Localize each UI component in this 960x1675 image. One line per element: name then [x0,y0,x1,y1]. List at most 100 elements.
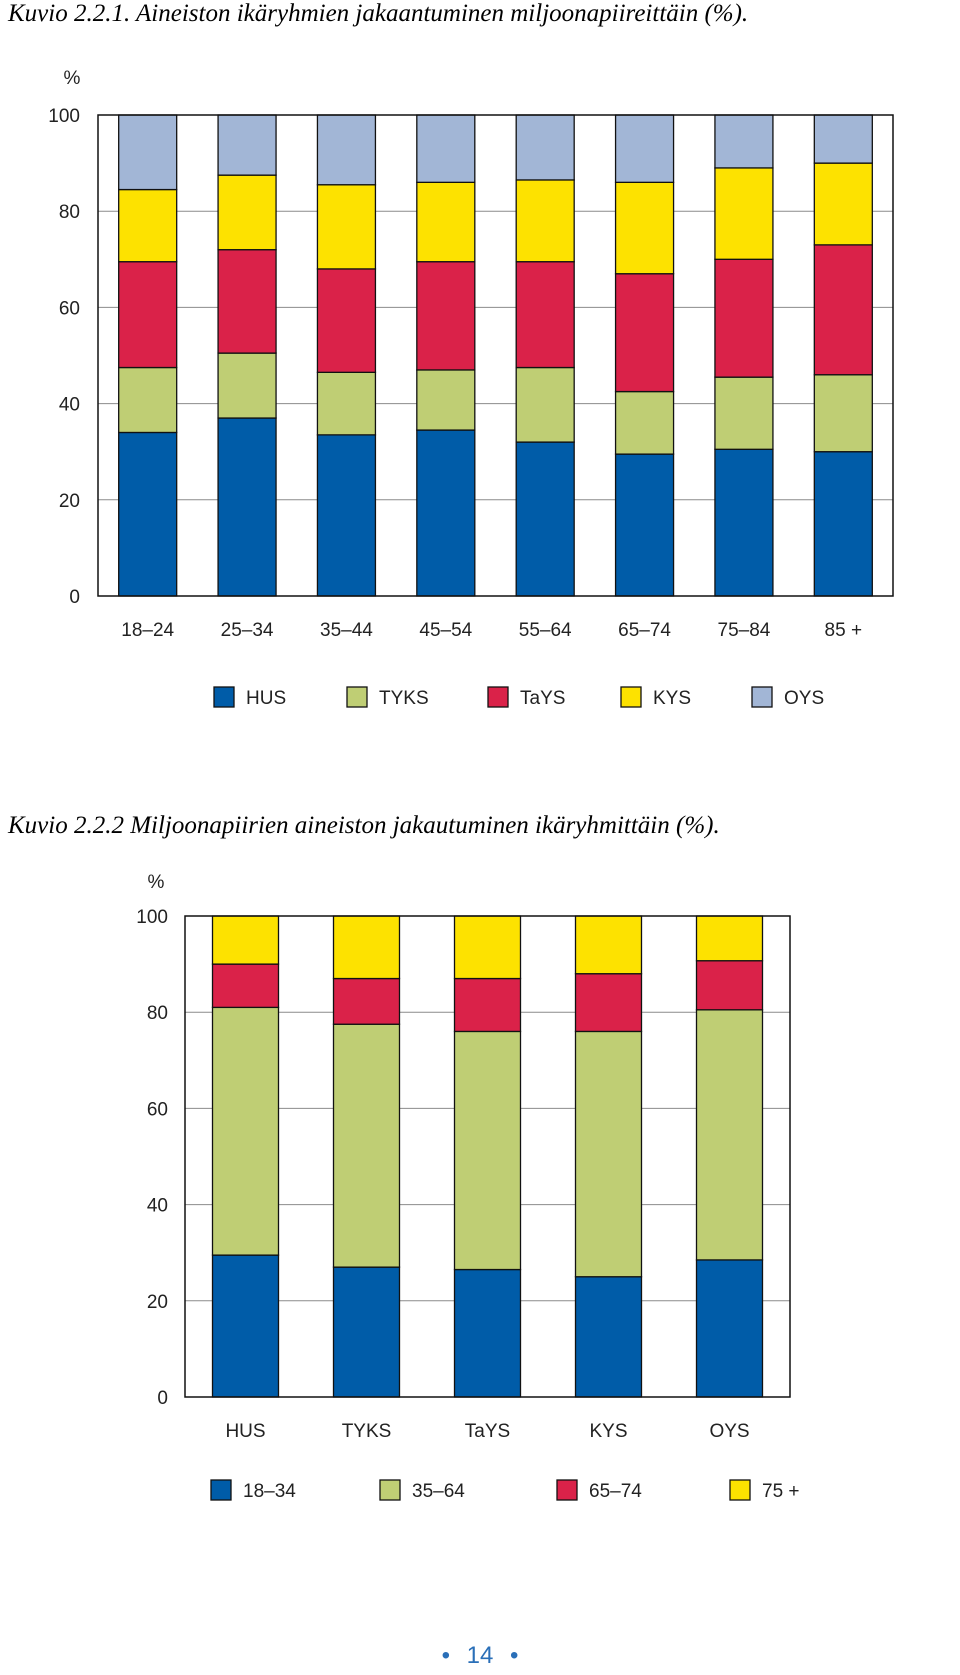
chart2-legend-label: 35–64 [412,1481,465,1502]
chart1-legend-label: OYS [784,688,824,709]
chart1-bar-HUS-65–74 [614,453,675,597]
chart1-bar-OYS-65–74 [614,114,675,183]
chart2-xtick-label: KYS [589,1421,627,1442]
chart2-bar-65–74-OYS [695,960,764,1011]
chart1-xtick-label: 35–44 [320,620,373,641]
chart1-bar-HUS-35–44 [316,434,377,597]
chart1-xtick-label: 25–34 [221,620,274,641]
chart2-legend-swatch-75 + [729,1479,751,1501]
chart1-legend-swatch-TaYS [487,686,509,708]
chart1-ytick-label: 100 [48,106,80,127]
chart1-legend-swatch-OYS [751,686,773,708]
chart2-ytick-label: 20 [147,1292,168,1313]
chart1-bar-TaYS-85 + [813,244,873,376]
chart2-bar-75 +-TaYS [453,915,522,980]
chart1-bar-HUS-18–24 [118,431,178,597]
chart1-bar-TYKS-55–64 [515,366,575,443]
chart2-bar-18–34-KYS [574,1276,643,1398]
chart1-bar-KYS-55–64 [515,179,575,263]
chart1-ytick-label: 20 [59,491,80,512]
chart2-legend-label: 65–74 [589,1481,642,1502]
chart2-bar-65–74-KYS [574,973,643,1033]
chart1-ytick-label: 40 [59,395,80,416]
chart1-ytick-label: 0 [69,587,80,608]
chart2-legend-swatch-35–64 [379,1479,401,1501]
chart1-legend-label: HUS [246,688,286,709]
chart1-xtick-label: 75–84 [718,620,771,641]
chart1-bar-TaYS-35–44 [316,268,377,373]
chart2-bar-35–64-KYS [574,1030,643,1278]
chart1-caption: Kuvio 2.2.1. Aineiston ikäryhmien jakaan… [8,0,749,27]
chart2-bar-75 +-HUS [211,915,280,965]
chart2-bar-65–74-TaYS [453,977,522,1033]
chart1-legend-swatch-TYKS [346,686,368,708]
chart1-bar-TaYS-25–34 [217,249,277,354]
chart1-bar-TaYS-65–74 [614,273,675,393]
chart2-bar-35–64-TaYS [453,1030,522,1271]
chart1-bar-TaYS-18–24 [118,261,178,369]
chart2-xtick-label: TYKS [342,1421,392,1442]
chart1-ytick-label: 60 [59,298,80,319]
chart1-bar-KYS-75–84 [714,167,774,260]
chart1-bar-OYS-85 + [813,114,873,164]
chart2-bar-35–64-HUS [211,1006,280,1256]
chart2-bar-18–34-OYS [695,1259,764,1398]
chart1-bar-KYS-25–34 [217,174,277,251]
chart2-ytick-label: 80 [147,1003,168,1024]
chart2-xtick-label: OYS [709,1421,749,1442]
chart1-legend-swatch-HUS [213,686,235,708]
chart2-bar-75 +-OYS [695,915,764,962]
chart2-legend-label: 75 + [762,1481,800,1502]
chart2-legend-swatch-18–34 [210,1479,232,1501]
chart1-bar-OYS-35–44 [316,114,377,186]
page-number-value: 14 [466,1642,494,1669]
chart2-bar-75 +-KYS [574,915,643,975]
chart2-svg: 0 20 40 60 80 100% HUS TYKS TaYS KYS OYS 18–34 35–64… [136,872,800,1502]
chart2-bar-35–64-TYKS [332,1023,401,1268]
chart1-bar-OYS-18–24 [118,114,178,191]
chart1-bar-TaYS-55–64 [515,261,575,369]
chart1-bar-KYS-65–74 [614,181,675,275]
chart2-bar-18–34-TaYS [453,1268,522,1398]
chart1-xtick-label: 55–64 [519,620,572,641]
bullet-left: • [441,1642,450,1669]
chart1-unit-label: % [64,68,81,89]
page-number: • 14 • [0,1642,960,1670]
chart2-xtick-label: TaYS [465,1421,510,1442]
chart2-caption: Kuvio 2.2.2 Miljoonapiirien aineiston ja… [8,812,720,839]
chart2-ytick-label: 100 [136,907,168,928]
chart1-xtick-label: 45–54 [419,620,472,641]
chart1-xtick-label: 18–24 [121,620,174,641]
chart1-bar-KYS-35–44 [316,184,377,270]
chart1-bar-HUS-45–54 [416,429,476,597]
chart2-bar-18–34-TYKS [332,1266,401,1398]
chart1-bar-TYKS-65–74 [614,390,675,455]
chart1-bar-TaYS-45–54 [416,261,476,371]
chart2-bar-65–74-TYKS [332,977,401,1025]
chart1-bar-TYKS-18–24 [118,366,178,434]
chart2-bar-18–34-HUS [211,1254,280,1398]
chart1-bar-TYKS-45–54 [416,369,476,431]
chart1-xtick-label: 65–74 [618,620,671,641]
chart2-bar-35–64-OYS [695,1009,764,1261]
chart1-legend-label: TaYS [520,688,565,709]
chart1-bar-KYS-45–54 [416,181,476,263]
chart1-xtick-label: 85 + [825,620,863,641]
chart2-ytick-label: 40 [147,1196,168,1217]
chart1-bar-OYS-55–64 [515,114,575,181]
chart1-bar-TYKS-75–84 [714,376,774,450]
chart1-bar-OYS-25–34 [217,114,277,176]
chart1-bar-KYS-18–24 [118,188,178,263]
chart1-bar-TYKS-35–44 [316,371,377,436]
chart2-ytick-label: 60 [147,1099,168,1120]
chart2-unit-label: % [148,872,165,893]
chart1-ytick-label: 80 [59,202,80,223]
chart1-legend-label: TYKS [379,688,429,709]
chart1-plot-frame [97,114,894,597]
chart1-svg: 0 20 40 60 80 100% 18–24 25–34 35–44 45–54 55–64 65… [48,68,894,709]
chart2-legend-label: 18–34 [243,1481,296,1502]
chart1-legend-swatch-KYS [620,686,642,708]
chart2-plot-frame [184,915,791,1398]
chart2-legend-swatch-65–74 [556,1479,578,1501]
chart1-bar-OYS-75–84 [714,114,774,169]
